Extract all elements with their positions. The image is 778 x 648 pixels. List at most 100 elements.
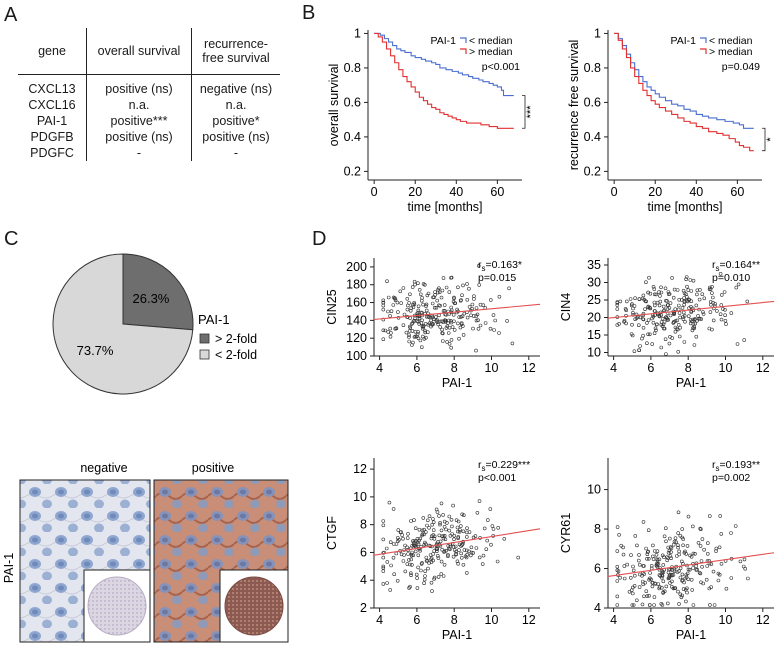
scatter-point xyxy=(689,310,693,314)
scatter-point xyxy=(633,296,637,301)
x-tick-label: 12 xyxy=(522,613,536,627)
scatter-point xyxy=(452,328,457,332)
scatter-point xyxy=(653,303,657,308)
scatter-point xyxy=(628,297,633,301)
significance-bracket xyxy=(522,95,526,129)
legend-title: PAI-1 xyxy=(671,35,697,47)
scatter-point xyxy=(453,301,457,306)
scatter-point xyxy=(687,314,691,318)
scatter-point xyxy=(467,286,471,291)
scatter-point xyxy=(644,589,649,593)
x-axis-title: time [months] xyxy=(407,200,482,214)
scatter-point xyxy=(649,564,654,568)
scatter-point xyxy=(400,533,404,537)
scatter-point xyxy=(427,514,432,518)
scatter-point xyxy=(385,279,389,284)
legend-swatch xyxy=(700,37,707,43)
scatter-point xyxy=(427,526,431,530)
scatter-point xyxy=(421,516,426,520)
y-tick-label: 4 xyxy=(360,573,367,587)
scatter-point xyxy=(445,340,449,344)
scatter-point xyxy=(440,319,444,324)
scatter-point xyxy=(412,279,417,284)
scatter-point xyxy=(416,553,421,558)
scatter-point xyxy=(469,313,473,318)
scatter-point xyxy=(691,566,695,570)
x-axis-title: time [months] xyxy=(647,200,722,214)
scatter-point xyxy=(432,305,437,310)
scatter-point xyxy=(708,603,712,607)
km-recurrence-free-chart: 0 20 40 60 0.2 0.4 0.6 0.8 1 time [months] recurre… xyxy=(567,26,777,214)
scatter-point xyxy=(712,603,717,607)
scatter-point xyxy=(699,527,703,531)
scatter-point xyxy=(388,588,392,592)
scatter-point xyxy=(645,557,649,561)
scatter-point xyxy=(396,539,400,543)
scatter-point xyxy=(510,341,515,346)
scatter-point xyxy=(701,310,705,314)
scatter-point xyxy=(662,534,667,539)
scatter-point xyxy=(657,585,662,589)
scatter-point xyxy=(632,304,637,308)
legend-label: > median xyxy=(709,46,753,58)
scatter-point xyxy=(695,292,699,297)
scatter-point xyxy=(654,563,659,568)
scatter-point xyxy=(664,352,668,356)
scatter-point xyxy=(449,319,453,323)
scatter-point xyxy=(676,543,680,547)
scatter-point xyxy=(421,323,426,328)
ihc-negative-label: negative xyxy=(80,461,127,475)
x-tick-label: 0 xyxy=(611,185,618,199)
scatter-point xyxy=(465,526,469,530)
scatter-point xyxy=(384,546,389,551)
scatter-point xyxy=(638,344,642,348)
scatter-point xyxy=(458,528,462,532)
scatter-point xyxy=(436,322,440,327)
scatter-point xyxy=(643,580,647,585)
scatter-point xyxy=(442,525,447,529)
scatter-point xyxy=(708,310,713,314)
legend-label: < median xyxy=(709,35,753,47)
scatter-point xyxy=(435,547,439,551)
scatter-point xyxy=(434,315,438,319)
pie-legend-swatch xyxy=(199,333,210,344)
y-tick-label: 0.4 xyxy=(344,130,361,144)
scatter-point xyxy=(455,525,460,530)
scatter-point xyxy=(467,530,472,534)
scatter-point xyxy=(706,541,710,545)
scatter-point xyxy=(420,318,424,323)
scatter-point xyxy=(615,307,620,311)
scatter-point xyxy=(416,336,421,341)
scatter-point xyxy=(666,545,670,550)
scatter-point xyxy=(435,510,440,514)
y-tick-label: 120 xyxy=(346,331,367,345)
scatter-point xyxy=(699,580,703,585)
scatter-point xyxy=(408,324,412,329)
scatter-cyr61: 4 6 8 10 12 4 6 8 10 PAI-1 CYR61 rs=0.193**p=0.002 xyxy=(559,458,775,642)
scatter-point xyxy=(715,309,719,313)
scatter-point xyxy=(381,582,386,586)
survival-table: gene overall survival recurrence- free s… xyxy=(18,28,280,161)
scatter-point xyxy=(654,292,658,297)
scatter-point xyxy=(381,300,386,305)
scatter-point xyxy=(640,602,645,607)
scatter-point xyxy=(716,578,721,583)
scatter-point xyxy=(467,305,472,309)
scatter-point xyxy=(684,292,688,297)
scatter-point xyxy=(381,519,386,523)
scatter-point xyxy=(445,521,449,525)
scatter-point xyxy=(442,303,447,307)
y-axis-title: CIN4 xyxy=(559,293,573,322)
scatter-point xyxy=(638,315,642,320)
scatter-point xyxy=(734,285,739,290)
scatter-point xyxy=(682,340,687,344)
scatter-point xyxy=(685,544,690,548)
x-tick-label: 4 xyxy=(610,361,617,375)
scatter-point xyxy=(698,526,702,531)
scatter-point xyxy=(439,572,444,576)
scatter-point xyxy=(675,288,680,292)
scatter-point xyxy=(659,602,664,606)
scatter-point xyxy=(405,562,410,566)
scatter-point xyxy=(671,295,676,300)
scatter-point xyxy=(656,582,660,586)
